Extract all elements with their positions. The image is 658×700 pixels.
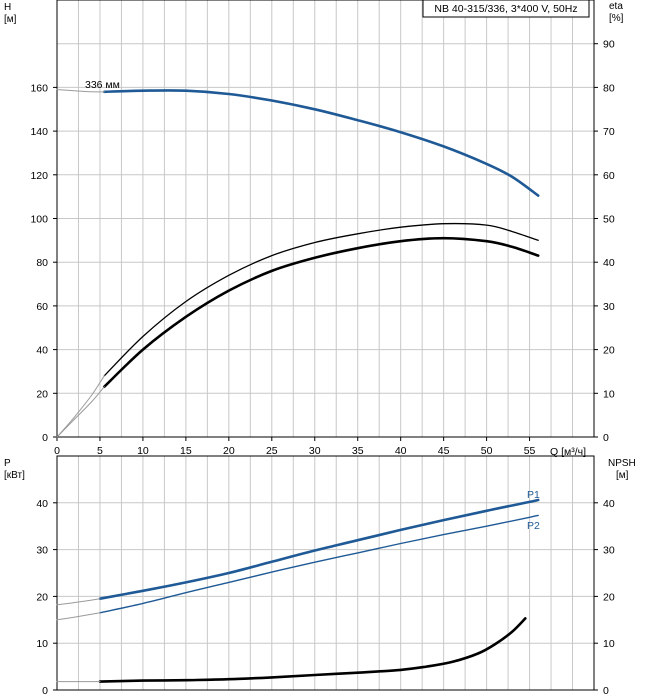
series-label-p2: P2 [527,520,540,532]
top-right-y-tick-labels: 0 10 20 30 40 50 60 70 80 90 [594,39,615,444]
series-line-P2 [99,514,539,614]
top-left-axis-label: H [4,2,11,13]
x-tick-label: 0 [54,445,60,457]
top-grid [57,0,594,438]
series-line-head [103,89,540,197]
series-line-eta-thin-ext [56,375,105,438]
left-y-tick-label: 40 [36,345,48,357]
series-line-eta-thick [103,236,540,388]
left-y-tick-label: 140 [30,126,48,138]
right-y-tick-label: 60 [603,170,615,182]
right-y-tick-label: 0 [603,432,609,444]
top-left-y-tick-labels: 0 20 40 60 80 100 120 140 160 [30,82,57,444]
series-line-head-ext [56,89,105,93]
top-x-axis-unit: Q [м³/ч] [550,446,586,458]
left-y-tick-label: 120 [30,170,48,182]
bottom-grid [57,456,594,691]
series-line-P1-ext [56,598,101,606]
right-y-tick-label: 10 [603,638,615,650]
x-tick-label: 25 [266,445,278,457]
bottom-left-y-tick-labels: 0 10 20 30 40 [36,498,57,697]
bottom-left-axis-unit: [кВт] [4,470,25,481]
top-x-tick-labels: 0 5 10 15 20 25 30 35 40 45 50 55 [54,437,536,457]
bottom-right-axis-label: NPSH [608,458,636,469]
left-y-tick-label: 160 [30,82,48,94]
series-line-npsh [98,617,527,683]
left-y-tick-label: 40 [36,498,48,510]
top-right-axis-unit: [%] [609,13,624,24]
series-label-p1: P1 [527,489,540,501]
right-y-tick-label: 30 [603,301,615,313]
left-y-tick-label: 20 [36,388,48,400]
right-y-tick-label: 40 [603,498,615,510]
left-y-tick-label: 80 [36,257,48,269]
top-right-axis-label: eta [609,1,623,12]
right-y-tick-label: 0 [603,685,609,697]
series-line-eta-thin [103,222,539,377]
x-tick-label: 55 [524,445,536,457]
right-y-tick-label: 40 [603,257,615,269]
top-panel: 0 5 10 15 20 25 30 35 40 45 50 55 02040608010012014… [4,0,624,458]
right-y-tick-label: 30 [603,545,615,557]
right-y-tick-label: 70 [603,126,615,138]
x-tick-label: 10 [137,445,149,457]
left-y-tick-label: 0 [42,685,48,697]
bottom-right-axis-unit: [м] [616,470,629,481]
left-y-tick-label: 0 [42,432,48,444]
x-tick-label: 30 [309,445,321,457]
top-left-axis-unit: [м] [4,14,17,25]
bottom-series-group [56,498,540,683]
chart-title-box: NB 40-315/336, 3*400 V, 50Hz [422,0,590,18]
x-tick-label: 5 [97,445,103,457]
x-tick-label: 40 [395,445,407,457]
left-y-tick-label: 20 [36,591,48,603]
right-y-tick-label: 80 [603,82,615,94]
top-series-group [56,89,540,438]
x-tick-label: 50 [481,445,493,457]
bottom-right-y-tick-labels: 0 10 20 30 40 [594,498,615,697]
series-line-eta-thick-ext [56,386,105,438]
series-line-P2-ext [56,612,101,621]
right-y-tick-label: 20 [603,591,615,603]
chart-title-frame [422,0,590,18]
curve-annotation-impeller: 336 мм [85,79,120,91]
series-line-P1 [98,498,540,600]
right-y-tick-label: 10 [603,388,615,400]
x-tick-label: 20 [223,445,235,457]
chart-title: NB 40-315/336, 3*400 V, 50Hz [434,3,577,15]
bottom-left-axis-label: P [4,458,11,469]
left-y-tick-label: 100 [30,214,48,226]
left-y-tick-label: 30 [36,545,48,557]
right-y-tick-label: 90 [603,39,615,51]
left-y-tick-label: 10 [36,638,48,650]
x-tick-label: 35 [352,445,364,457]
right-y-tick-label: 50 [603,214,615,226]
x-tick-label: 15 [180,445,192,457]
left-y-tick-label: 60 [36,301,48,313]
x-tick-label: 45 [438,445,450,457]
bottom-plot-frame [56,455,595,691]
right-y-tick-label: 20 [603,345,615,357]
